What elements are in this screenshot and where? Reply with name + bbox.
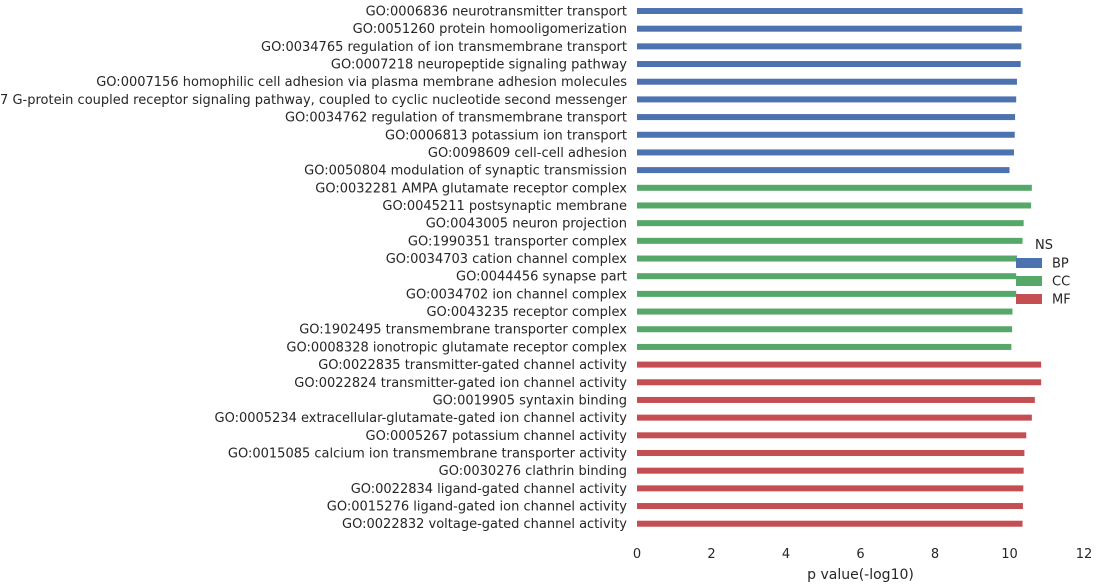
bar-go-0006836 <box>637 8 1023 14</box>
category-label: GO:0022824 transmitter-gated ion channel… <box>294 376 627 391</box>
category-label: GO:0051260 protein homooligomerization <box>353 22 627 37</box>
bar-go-0022832 <box>637 520 1023 527</box>
bars-group <box>637 8 1042 527</box>
bar-go-0015276 <box>637 503 1023 510</box>
bar-go-0022835 <box>637 361 1042 368</box>
category-label: GO:0050804 modulation of synaptic transm… <box>304 164 627 179</box>
category-label: GO:0007156 homophilic cell adhesion via … <box>96 75 627 90</box>
legend-swatch-mf <box>1016 294 1042 304</box>
category-label: GO:0019905 syntaxin binding <box>433 393 627 408</box>
category-label: GO:0022835 transmitter-gated channel act… <box>318 358 627 373</box>
x-tick-label: 6 <box>856 547 864 562</box>
category-labels: GO:0006836 neurotransmitter transport GO:… <box>0 5 628 533</box>
legend-title: NS <box>1035 238 1053 253</box>
bar-go-0022834 <box>637 485 1024 492</box>
category-label: GO:0034765 regulation of ion transmembra… <box>261 40 627 55</box>
bar-go-0022824 <box>637 379 1042 386</box>
category-label: GO:0005234 extracellular-glutamate-gated… <box>215 411 628 426</box>
category-label: GO:0006836 neurotransmitter transport <box>366 5 627 20</box>
bar-go-0030276 <box>637 467 1024 474</box>
category-label: GO:0032281 AMPA glutamate receptor compl… <box>315 181 627 196</box>
x-tick-label: 12 <box>1076 547 1093 562</box>
bar-go-0032281 <box>637 184 1032 191</box>
bar-go-0043005 <box>637 220 1024 227</box>
category-label: GO:0022834 ligand-gated channel activity <box>351 482 628 497</box>
bar-go-0034703 <box>637 255 1017 262</box>
bar-go-0051260 <box>637 25 1022 32</box>
category-label: GO:0045211 postsynaptic membrane <box>382 199 627 214</box>
category-label: GO:0034703 cation channel complex <box>386 252 628 267</box>
legend-swatch-cc <box>1016 276 1042 286</box>
category-label: GO:0044456 synapse part <box>456 270 627 285</box>
bar-go-0034765 <box>637 43 1022 50</box>
category-label: GO:0007187 G-protein coupled receptor si… <box>0 93 628 108</box>
x-tick-label: 0 <box>633 547 641 562</box>
category-label: GO:0007218 neuropeptide signaling pathwa… <box>331 58 627 73</box>
bar-go-0007156 <box>637 78 1017 85</box>
category-label: GO:0015085 calcium ion transmembrane tra… <box>228 447 627 462</box>
category-label: GO:0098609 cell-cell adhesion <box>428 146 627 161</box>
bar-go-0007218 <box>637 61 1021 68</box>
legend-label-bp: BP <box>1052 257 1069 272</box>
category-label: GO:1902495 transmembrane transporter com… <box>299 323 627 338</box>
category-label: GO:0043005 neuron projection <box>426 217 627 232</box>
bar-go-0098609 <box>637 149 1014 156</box>
x-tick-label: 8 <box>931 547 939 562</box>
category-label: GO:0043235 receptor complex <box>426 305 627 320</box>
bar-go-0015085 <box>637 450 1025 456</box>
bar-go-1902495 <box>637 326 1013 333</box>
bar-go-0007187 <box>637 96 1017 103</box>
x-tick-label: 10 <box>1001 547 1018 562</box>
category-label: GO:0030276 clathrin binding <box>439 464 627 479</box>
x-tick-label: 4 <box>782 547 790 562</box>
legend-swatch-bp <box>1016 258 1042 268</box>
bar-go-0005234 <box>637 414 1032 421</box>
bar-go-0008328 <box>637 343 1012 350</box>
x-tick-label: 2 <box>707 547 715 562</box>
category-label: GO:0006813 potassium ion transport <box>385 128 627 143</box>
x-axis-ticks: 0 2 4 6 8 10 12 <box>633 547 1092 562</box>
bar-go-0045211 <box>637 202 1032 209</box>
bar-go-1990351 <box>637 237 1023 244</box>
category-label: GO:0008328 ionotropic glutamate receptor… <box>286 340 627 355</box>
legend-label-cc: CC <box>1052 275 1070 290</box>
bar-go-0034762 <box>637 114 1016 121</box>
category-label: GO:0005267 potassium channel activity <box>366 429 628 444</box>
bar-go-0019905 <box>637 396 1035 403</box>
bar-go-0006813 <box>637 131 1015 138</box>
bar-go-0044456 <box>637 273 1017 280</box>
category-label: GO:0034702 ion channel complex <box>406 287 627 302</box>
category-label: GO:1990351 transporter complex <box>408 234 627 249</box>
bar-go-0034702 <box>637 290 1017 297</box>
legend-label-mf: MF <box>1052 293 1071 308</box>
category-label: GO:0034762 regulation of transmembrane t… <box>285 111 627 126</box>
bar-go-0050804 <box>637 167 1010 174</box>
bar-go-0005267 <box>637 432 1027 439</box>
legend: NS BP CC MF <box>1016 238 1071 308</box>
category-label: GO:0022832 voltage-gated channel activit… <box>342 517 627 532</box>
x-axis-title: p value(-log10) <box>807 567 914 583</box>
bar-go-0043235 <box>637 308 1013 315</box>
category-label: GO:0015276 ligand-gated ion channel acti… <box>327 500 628 515</box>
